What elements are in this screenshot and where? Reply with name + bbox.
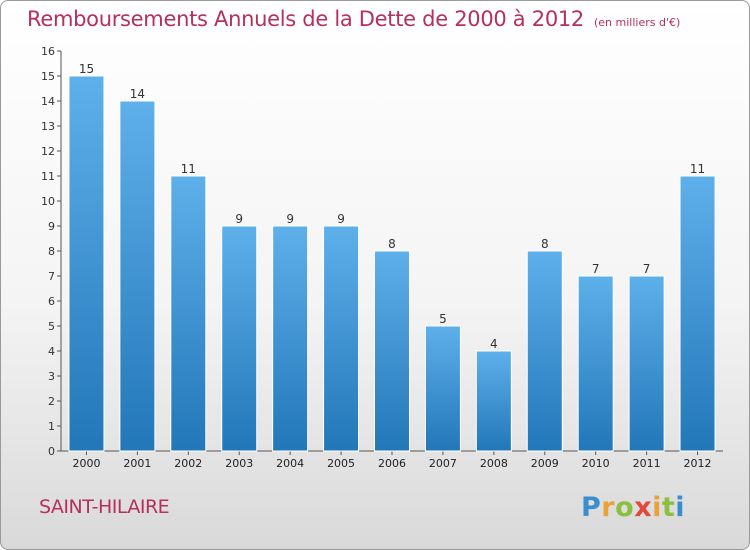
y-tick-label: 4 bbox=[48, 345, 55, 358]
y-tick-label: 9 bbox=[48, 220, 55, 233]
x-tick-label-2002: 2002 bbox=[174, 457, 202, 470]
data-label-2001: 14 bbox=[130, 87, 145, 101]
x-tick-label-2011: 2011 bbox=[633, 457, 661, 470]
bar-2012 bbox=[679, 175, 716, 452]
bar-2002 bbox=[170, 175, 207, 452]
data-label-2007: 5 bbox=[439, 312, 447, 326]
data-label-2010: 7 bbox=[592, 262, 600, 276]
y-tick-label: 0 bbox=[48, 445, 55, 458]
x-tick-label-2009: 2009 bbox=[531, 457, 559, 470]
bar-2009 bbox=[526, 250, 563, 452]
bar-2007 bbox=[424, 325, 461, 452]
bar-2005 bbox=[323, 225, 360, 452]
data-label-2002: 11 bbox=[181, 162, 196, 176]
y-tick-label: 13 bbox=[41, 120, 55, 133]
y-tick-label: 10 bbox=[41, 195, 55, 208]
y-tick-label: 6 bbox=[48, 295, 55, 308]
data-label-2006: 8 bbox=[388, 237, 396, 251]
x-tick-label-2003: 2003 bbox=[225, 457, 253, 470]
data-label-2009: 8 bbox=[541, 237, 549, 251]
bar-2000 bbox=[68, 75, 105, 452]
chart-title-block: Remboursements Annuels de la Dette de 20… bbox=[27, 7, 680, 31]
data-label-2008: 4 bbox=[490, 337, 498, 351]
y-tick-label: 11 bbox=[41, 170, 55, 183]
x-tick-label-2004: 2004 bbox=[276, 457, 304, 470]
data-label-2005: 9 bbox=[337, 212, 345, 226]
proxiti-logo: Proxiti bbox=[581, 492, 686, 523]
y-tick-label: 1 bbox=[48, 420, 55, 433]
y-tick-label: 16 bbox=[41, 45, 55, 58]
y-tick-label: 14 bbox=[41, 95, 55, 108]
bar-2010 bbox=[577, 275, 614, 452]
x-tick-label-2000: 2000 bbox=[72, 457, 100, 470]
chart-subtitle: (en milliers d'€) bbox=[594, 16, 681, 29]
chart-title: Remboursements Annuels de la Dette de 20… bbox=[27, 7, 584, 31]
bar-2011 bbox=[628, 275, 665, 452]
y-tick-label: 5 bbox=[48, 320, 55, 333]
commune-name: SAINT-HILAIRE bbox=[39, 496, 170, 518]
data-label-2004: 9 bbox=[286, 212, 294, 226]
x-tick-label-2007: 2007 bbox=[429, 457, 457, 470]
x-tick-label-2005: 2005 bbox=[327, 457, 355, 470]
data-label-2000: 15 bbox=[79, 62, 94, 76]
bar-2003 bbox=[221, 225, 258, 452]
y-tick-label: 8 bbox=[48, 245, 55, 258]
x-tick-label-2008: 2008 bbox=[480, 457, 508, 470]
data-label-2011: 7 bbox=[643, 262, 651, 276]
y-tick-label: 2 bbox=[48, 395, 55, 408]
y-tick-label: 15 bbox=[41, 70, 55, 83]
x-tick-label-2006: 2006 bbox=[378, 457, 406, 470]
x-tick-label-2012: 2012 bbox=[684, 457, 712, 470]
x-tick-label-2010: 2010 bbox=[582, 457, 610, 470]
y-tick-label: 12 bbox=[41, 145, 55, 158]
y-tick-label: 3 bbox=[48, 370, 55, 383]
bar-2004 bbox=[272, 225, 309, 452]
data-label-2012: 11 bbox=[690, 162, 705, 176]
x-tick-label-2001: 2001 bbox=[123, 457, 151, 470]
bar-2008 bbox=[475, 350, 512, 452]
bar-2001 bbox=[119, 100, 156, 452]
data-label-2003: 9 bbox=[235, 212, 243, 226]
bar-2006 bbox=[374, 250, 410, 452]
y-tick-label: 7 bbox=[48, 270, 55, 283]
